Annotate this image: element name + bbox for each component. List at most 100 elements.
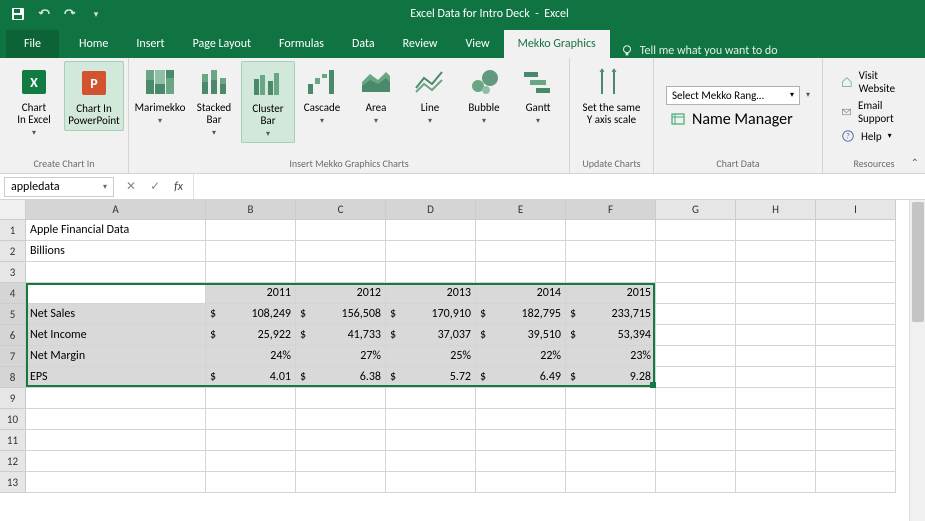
cell-A6[interactable]: Net Income: [26, 325, 206, 346]
row-header-7[interactable]: 7: [0, 346, 26, 367]
line-button[interactable]: Line▾: [403, 61, 457, 129]
row-header-9[interactable]: 9: [0, 388, 26, 409]
cell-B2[interactable]: [206, 241, 296, 262]
area-button[interactable]: Area▾: [349, 61, 403, 129]
col-header-A[interactable]: A: [26, 200, 206, 220]
cell-B3[interactable]: [206, 262, 296, 283]
cell-A1[interactable]: Apple Financial Data: [26, 220, 206, 241]
cell-E6[interactable]: $39,510: [476, 325, 566, 346]
cell-C10[interactable]: [296, 409, 386, 430]
stacked-bar-button[interactable]: StackedBar▾: [187, 61, 241, 141]
visit-website-link[interactable]: Visit Website: [837, 67, 911, 97]
enter-formula-icon[interactable]: ✓: [146, 177, 164, 196]
cell-B13[interactable]: [206, 472, 296, 493]
row-header-6[interactable]: 6: [0, 325, 26, 346]
cell-I7[interactable]: [816, 346, 896, 367]
redo-icon[interactable]: [58, 2, 82, 26]
cell-I11[interactable]: [816, 430, 896, 451]
range-dropdown-extra-icon[interactable]: ▾: [806, 90, 810, 100]
cell-D13[interactable]: [386, 472, 476, 493]
cell-F7[interactable]: 23%: [566, 346, 656, 367]
cell-D6[interactable]: $37,037: [386, 325, 476, 346]
cell-I2[interactable]: [816, 241, 896, 262]
cascade-button[interactable]: Cascade▾: [295, 61, 349, 129]
cell-A4[interactable]: [26, 283, 206, 304]
cell-E1[interactable]: [476, 220, 566, 241]
cell-E12[interactable]: [476, 451, 566, 472]
cell-C2[interactable]: [296, 241, 386, 262]
cell-G6[interactable]: [656, 325, 736, 346]
tab-review[interactable]: Review: [389, 30, 452, 58]
cell-F13[interactable]: [566, 472, 656, 493]
row-header-12[interactable]: 12: [0, 451, 26, 472]
cell-D5[interactable]: $170,910: [386, 304, 476, 325]
cell-A3[interactable]: [26, 262, 206, 283]
cell-C11[interactable]: [296, 430, 386, 451]
cell-B6[interactable]: $25,922: [206, 325, 296, 346]
cell-C13[interactable]: [296, 472, 386, 493]
tab-home[interactable]: Home: [65, 30, 122, 58]
cell-H11[interactable]: [736, 430, 816, 451]
cell-B4[interactable]: 2011: [206, 283, 296, 304]
cell-B5[interactable]: $108,249: [206, 304, 296, 325]
cell-A10[interactable]: [26, 409, 206, 430]
cell-F2[interactable]: [566, 241, 656, 262]
cell-G4[interactable]: [656, 283, 736, 304]
cell-H2[interactable]: [736, 241, 816, 262]
cell-B9[interactable]: [206, 388, 296, 409]
vertical-scrollbar[interactable]: [909, 200, 925, 521]
cell-H8[interactable]: [736, 367, 816, 388]
cluster-bar-button[interactable]: ClusterBar▾: [241, 61, 295, 143]
cell-D4[interactable]: 2013: [386, 283, 476, 304]
cell-E4[interactable]: 2014: [476, 283, 566, 304]
cell-C12[interactable]: [296, 451, 386, 472]
cell-E7[interactable]: 22%: [476, 346, 566, 367]
cell-F5[interactable]: $233,715: [566, 304, 656, 325]
cell-C7[interactable]: 27%: [296, 346, 386, 367]
row-header-2[interactable]: 2: [0, 241, 26, 262]
cell-H10[interactable]: [736, 409, 816, 430]
col-header-E[interactable]: E: [476, 200, 566, 220]
cell-I6[interactable]: [816, 325, 896, 346]
marimekko-button[interactable]: Marimekko▾: [133, 61, 187, 129]
cell-G11[interactable]: [656, 430, 736, 451]
cell-F10[interactable]: [566, 409, 656, 430]
cell-A7[interactable]: Net Margin: [26, 346, 206, 367]
gantt-button[interactable]: Gantt▾: [511, 61, 565, 129]
cell-H1[interactable]: [736, 220, 816, 241]
select-all-corner[interactable]: [0, 200, 26, 220]
vertical-scroll-thumb[interactable]: [912, 202, 924, 322]
chart-in-excel-button[interactable]: XChartIn Excel▾: [4, 61, 64, 141]
cell-G8[interactable]: [656, 367, 736, 388]
cell-E3[interactable]: [476, 262, 566, 283]
row-header-5[interactable]: 5: [0, 304, 26, 325]
cell-B7[interactable]: 24%: [206, 346, 296, 367]
cell-C9[interactable]: [296, 388, 386, 409]
cell-D12[interactable]: [386, 451, 476, 472]
name-manager-button[interactable]: Name Manager: [666, 108, 797, 131]
bubble-button[interactable]: Bubble▾: [457, 61, 511, 129]
row-header-11[interactable]: 11: [0, 430, 26, 451]
cell-B8[interactable]: $4.01: [206, 367, 296, 388]
chart-in-powerpoint-button[interactable]: PChart InPowerPoint: [64, 61, 124, 131]
tell-me-search[interactable]: Tell me what you want to do: [610, 44, 788, 58]
cell-A11[interactable]: [26, 430, 206, 451]
undo-icon[interactable]: [32, 2, 56, 26]
cell-C3[interactable]: [296, 262, 386, 283]
spreadsheet-grid[interactable]: ABCDEFGHI 12345678910111213 Apple Financ…: [0, 200, 925, 521]
row-header-10[interactable]: 10: [0, 409, 26, 430]
row-header-8[interactable]: 8: [0, 367, 26, 388]
cell-D8[interactable]: $5.72: [386, 367, 476, 388]
cell-G3[interactable]: [656, 262, 736, 283]
cell-H12[interactable]: [736, 451, 816, 472]
cell-F9[interactable]: [566, 388, 656, 409]
cell-C1[interactable]: [296, 220, 386, 241]
set-the-same-y-axis-scale-button[interactable]: Set the sameY axis scale: [574, 61, 649, 129]
cell-H4[interactable]: [736, 283, 816, 304]
col-header-C[interactable]: C: [296, 200, 386, 220]
cell-C4[interactable]: 2012: [296, 283, 386, 304]
formula-bar[interactable]: [194, 185, 925, 189]
cell-C6[interactable]: $41,733: [296, 325, 386, 346]
cell-H13[interactable]: [736, 472, 816, 493]
cell-I9[interactable]: [816, 388, 896, 409]
